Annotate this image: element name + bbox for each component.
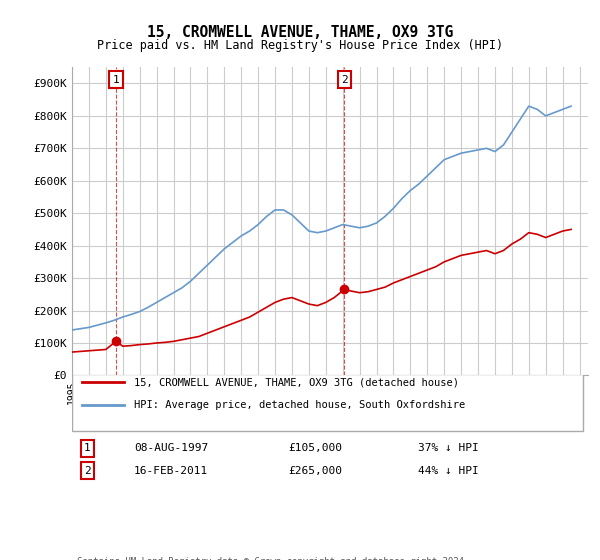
Text: 08-AUG-1997: 08-AUG-1997: [134, 444, 208, 453]
Text: £265,000: £265,000: [289, 466, 343, 476]
FancyBboxPatch shape: [72, 374, 583, 431]
Text: 15, CROMWELL AVENUE, THAME, OX9 3TG (detached house): 15, CROMWELL AVENUE, THAME, OX9 3TG (det…: [134, 377, 459, 388]
Text: £105,000: £105,000: [289, 444, 343, 453]
Text: HPI: Average price, detached house, South Oxfordshire: HPI: Average price, detached house, Sout…: [134, 400, 465, 410]
Text: 2: 2: [341, 74, 348, 85]
Text: 1: 1: [84, 444, 91, 453]
Text: 15, CROMWELL AVENUE, THAME, OX9 3TG: 15, CROMWELL AVENUE, THAME, OX9 3TG: [147, 25, 453, 40]
Text: 44% ↓ HPI: 44% ↓ HPI: [418, 466, 478, 476]
Text: 1: 1: [113, 74, 119, 85]
Text: 37% ↓ HPI: 37% ↓ HPI: [418, 444, 478, 453]
Text: Price paid vs. HM Land Registry's House Price Index (HPI): Price paid vs. HM Land Registry's House …: [97, 39, 503, 52]
Text: 2: 2: [84, 466, 91, 476]
Text: 16-FEB-2011: 16-FEB-2011: [134, 466, 208, 476]
Text: Contains HM Land Registry data © Crown copyright and database right 2024.
This d: Contains HM Land Registry data © Crown c…: [77, 557, 470, 560]
